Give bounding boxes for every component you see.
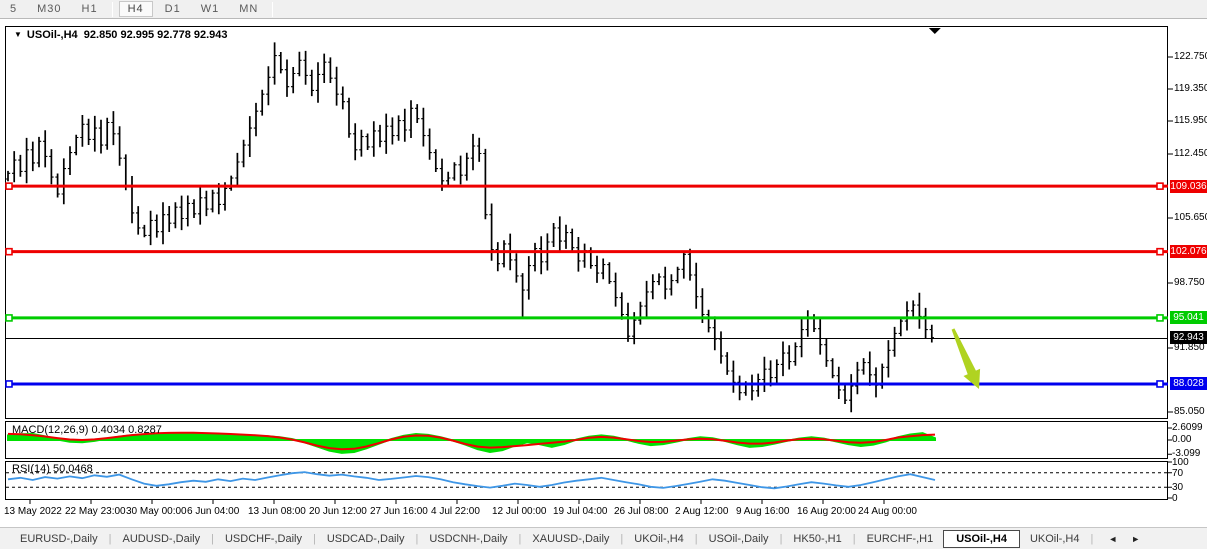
tab-scroll-controls: ◄ ► [1108, 534, 1140, 544]
chart-title: ▼ USOil-,H4 92.850 92.995 92.778 92.943 [14, 29, 228, 41]
macd-tick-2.6099: 2.6099 [1172, 421, 1203, 433]
macd-tick-0.00: 0.00 [1172, 434, 1192, 445]
rsi-panel[interactable] [5, 461, 1168, 500]
tab-separator: | [1090, 532, 1094, 545]
level-badge-109.036[interactable]: 109.036 [1170, 179, 1207, 193]
toolbar-separator [111, 1, 113, 17]
chart-dropdown-icon[interactable]: ▼ [14, 30, 22, 39]
tab-separator: | [312, 532, 316, 545]
timeframe-button-d1[interactable]: D1 [164, 3, 181, 15]
level-badge-88.028[interactable]: 88.028 [1170, 377, 1207, 391]
chart-tab-usoil-h4[interactable]: USOil-,H4 [943, 529, 1020, 548]
timeframe-button-h1[interactable]: H1 [81, 3, 98, 15]
chart-tab-xauusd-daily[interactable]: XAUUSD-,Daily [532, 532, 610, 545]
price-tick-122.750: 122.750 [1174, 51, 1207, 63]
price-tick-91.850: 91.850 [1174, 341, 1205, 353]
rsi-tick-100: 100 [1172, 457, 1189, 468]
timeframe-button-5[interactable]: 5 [10, 3, 18, 15]
tab-scroll-right-icon[interactable]: ► [1131, 533, 1141, 544]
tab-separator: | [211, 532, 214, 545]
tab-separator: | [518, 532, 522, 545]
time-tick-9: 12 Jul 00:00 [492, 506, 547, 517]
time-tick-14: 16 Aug 20:00 [797, 506, 856, 517]
chart-tab-hk50-h1[interactable]: HK50-,H1 [793, 532, 842, 545]
tab-separator: | [779, 532, 783, 545]
time-tick-13: 9 Aug 16:00 [736, 506, 790, 517]
chart-tab-usoil-daily[interactable]: USOil-,Daily [708, 532, 769, 545]
time-tick-11: 26 Jul 08:00 [614, 506, 669, 517]
tab-scroll-left-icon[interactable]: ◄ [1108, 533, 1118, 544]
time-tick-10: 19 Jul 04:00 [553, 506, 608, 517]
macd-tick--3.099: -3.099 [1172, 448, 1201, 460]
rsi-indicator-label: RSI(14) 50.0468 [12, 463, 93, 475]
price-chart-panel[interactable] [5, 26, 1168, 419]
price-tick-85.050: 85.050 [1174, 405, 1205, 417]
timeframe-button-m30[interactable]: M30 [37, 3, 62, 15]
timeframe-button-mn[interactable]: MN [239, 3, 259, 15]
chart-tab-usdchf-daily[interactable]: USDCHF-,Daily [224, 532, 302, 545]
current-price-badge: 92.943 [1170, 331, 1207, 345]
price-tick-112.450: 112.450 [1174, 148, 1207, 159]
time-tick-2: 22 May 23:00 [65, 506, 126, 517]
timeframe-button-h4[interactable]: H4 [118, 1, 153, 17]
chart-tab-eurusd-daily[interactable]: EURUSD-,Daily [20, 532, 98, 545]
time-tick-6: 20 Jun 12:00 [309, 506, 367, 517]
chart-tab-ukoil-h4[interactable]: UKOil-,H4 [1029, 532, 1080, 545]
chart-tab-usdcnh-daily[interactable]: USDCNH-,Daily [429, 532, 508, 545]
chart-tab-bar: EURUSD-,Daily | AUDUSD-,Daily | USDCHF-,Dail… [0, 527, 1207, 549]
price-tick-115.950: 115.950 [1174, 115, 1207, 127]
time-tick-12: 2 Aug 12:00 [675, 506, 729, 517]
level-badge-102.076[interactable]: 102.076 [1170, 245, 1207, 259]
macd-panel[interactable] [5, 421, 1168, 459]
chart-ohlc-values: 92.850 92.995 92.778 92.943 [83, 29, 228, 41]
time-tick-8: 4 Jul 22:00 [431, 506, 480, 517]
chart-tab-usdcad-daily[interactable]: USDCAD-,Daily [326, 532, 405, 545]
price-tick-105.650: 105.650 [1174, 212, 1207, 224]
tab-separator: | [694, 532, 698, 545]
chart-symbol-period: USOil-,H4 [26, 29, 78, 41]
time-tick-1: 13 May 2022 [4, 506, 62, 517]
time-tick-4: 6 Jun 04:00 [187, 506, 240, 517]
macd-indicator-label: MACD(12,26,9) 0.4034 0.8287 [12, 424, 162, 436]
tab-separator: | [852, 532, 856, 545]
chart-tab-audusd-daily[interactable]: AUDUSD-,Daily [122, 532, 201, 545]
level-badge-95.041[interactable]: 95.041 [1170, 311, 1207, 325]
rsi-tick-30: 30 [1172, 482, 1184, 494]
time-tick-7: 27 Jun 16:00 [370, 506, 428, 517]
price-tick-119.350: 119.350 [1174, 83, 1207, 95]
toolbar-separator [272, 1, 274, 17]
chart-tab-eurchf-h1[interactable]: EURCHF-,H1 [866, 532, 934, 545]
time-tick-3: 30 May 00:00 [126, 506, 187, 517]
tab-separator: | [415, 532, 419, 545]
tab-separator: | [620, 532, 624, 545]
tab-separator: | [108, 532, 112, 545]
timeframe-toolbar: 5 M30 H1 H4 D1 W1 MN [0, 0, 1207, 19]
time-tick-5: 13 Jun 08:00 [248, 506, 306, 517]
rsi-tick-70: 70 [1172, 467, 1184, 479]
chart-tab-ukoil-h4[interactable]: UKOil-,H4 [634, 532, 684, 545]
rsi-tick-0: 0 [1172, 493, 1178, 504]
timeframe-button-w1[interactable]: W1 [200, 3, 220, 15]
price-tick-98.750: 98.750 [1174, 277, 1205, 288]
time-tick-15: 24 Aug 00:00 [858, 506, 917, 517]
